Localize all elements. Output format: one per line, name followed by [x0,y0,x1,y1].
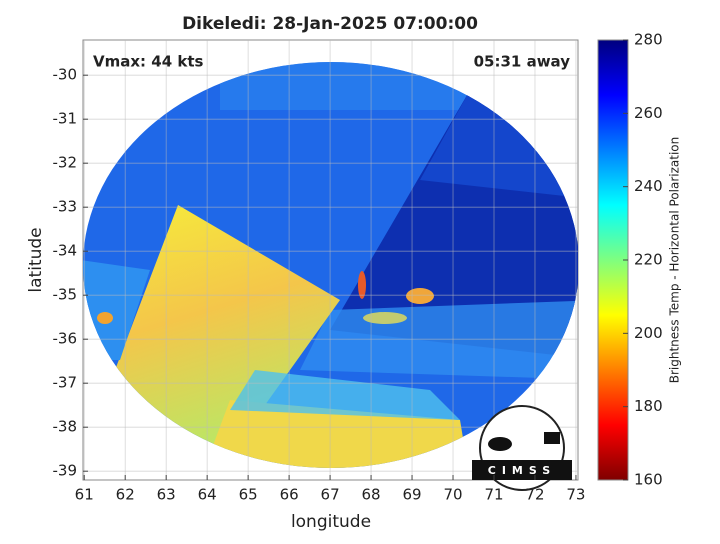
x-tick-label: 66 [280,486,299,504]
y-tick-label: -39 [53,462,78,480]
logo-text: CIMSS [488,464,556,477]
colorbar-tick-label: 260 [634,104,663,122]
x-tick-label: 69 [402,486,421,504]
x-tick-label: 68 [362,486,381,504]
x-axis-label: longitude [291,512,371,532]
colorbar-label: Brightness Temp - Horizontal Polarizatio… [668,137,682,384]
x-tick-label: 73 [566,486,585,504]
y-tick-label: -32 [53,154,78,172]
logo: CIMSS [472,405,572,491]
y-tick-label: -33 [53,198,78,216]
colorbar-tick-label: 280 [634,31,663,49]
colorbar-tick-label: 240 [634,177,663,195]
grid [83,40,578,480]
colorbar-tick-label: 200 [634,324,663,342]
x-tick-label: 72 [525,486,544,504]
colorbar-tick-label: 160 [634,471,663,489]
y-tick-label: -30 [53,66,78,84]
y-tick-label: -34 [53,242,78,260]
y-tick-label: -37 [53,374,78,392]
y-tick-label: -38 [53,418,78,436]
y-tick-label: -36 [53,330,78,348]
x-tick-label: 63 [157,486,176,504]
x-tick-label: 71 [484,486,503,504]
x-tick-label: 61 [75,486,94,504]
annotation: Vmax: 44 kts [93,53,203,71]
y-tick-label: -35 [53,286,78,304]
colorbar-tick-label: 220 [634,251,663,269]
annotation: 05:31 away [474,53,571,71]
x-tick-label: 67 [321,486,340,504]
y-tick-label: -31 [53,110,78,128]
x-tick-label: 65 [239,486,258,504]
colorbar-tick-label: 180 [634,397,663,415]
x-tick-label: 64 [198,486,217,504]
y-axis-label: latitude [26,227,46,292]
x-tick-label: 70 [443,486,462,504]
x-tick-label: 62 [116,486,135,504]
chart-title: Dikeledi: 28-Jan-2025 07:00:00 [182,14,478,34]
